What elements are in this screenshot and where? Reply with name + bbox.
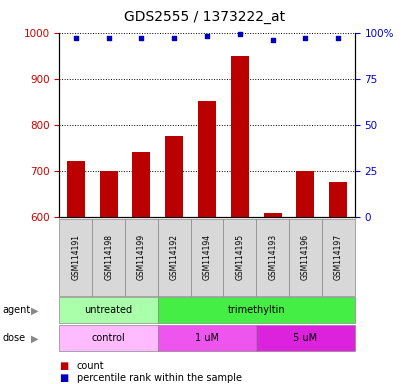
Text: control: control [92,333,125,343]
Bar [328,182,346,217]
Text: trimethyltin: trimethyltin [227,305,284,315]
Bar [132,152,150,217]
Point [203,33,210,40]
Text: ▶: ▶ [31,333,38,343]
Point [105,35,112,41]
Text: percentile rank within the sample: percentile rank within the sample [76,373,241,383]
Bar [230,56,248,217]
Text: dose: dose [2,333,25,343]
Text: GSM114192: GSM114192 [169,234,178,280]
Text: ■: ■ [59,373,69,383]
Text: agent: agent [2,305,30,315]
Point [269,37,275,43]
Bar [67,161,85,217]
Bar [296,171,314,217]
Text: GSM114198: GSM114198 [104,234,113,280]
Point [72,35,79,41]
Text: GSM114193: GSM114193 [267,234,276,280]
Text: GDS2555 / 1373222_at: GDS2555 / 1373222_at [124,10,285,23]
Text: ■: ■ [59,361,69,371]
Text: GSM114199: GSM114199 [137,234,146,280]
Text: GSM114196: GSM114196 [300,234,309,280]
Text: 1 uM: 1 uM [195,333,218,343]
Text: GSM114197: GSM114197 [333,234,342,280]
Text: count: count [76,361,104,371]
Text: 5 uM: 5 uM [293,333,317,343]
Point [236,31,243,38]
Text: GSM114191: GSM114191 [71,234,80,280]
Text: ▶: ▶ [31,305,38,315]
Point [301,35,308,41]
Point [138,35,144,41]
Bar [263,213,281,217]
Bar [165,136,183,217]
Point [334,35,341,41]
Text: untreated: untreated [84,305,133,315]
Text: GSM114195: GSM114195 [235,234,244,280]
Text: GSM114194: GSM114194 [202,234,211,280]
Bar [99,171,117,217]
Point [171,35,177,41]
Bar [198,101,216,217]
